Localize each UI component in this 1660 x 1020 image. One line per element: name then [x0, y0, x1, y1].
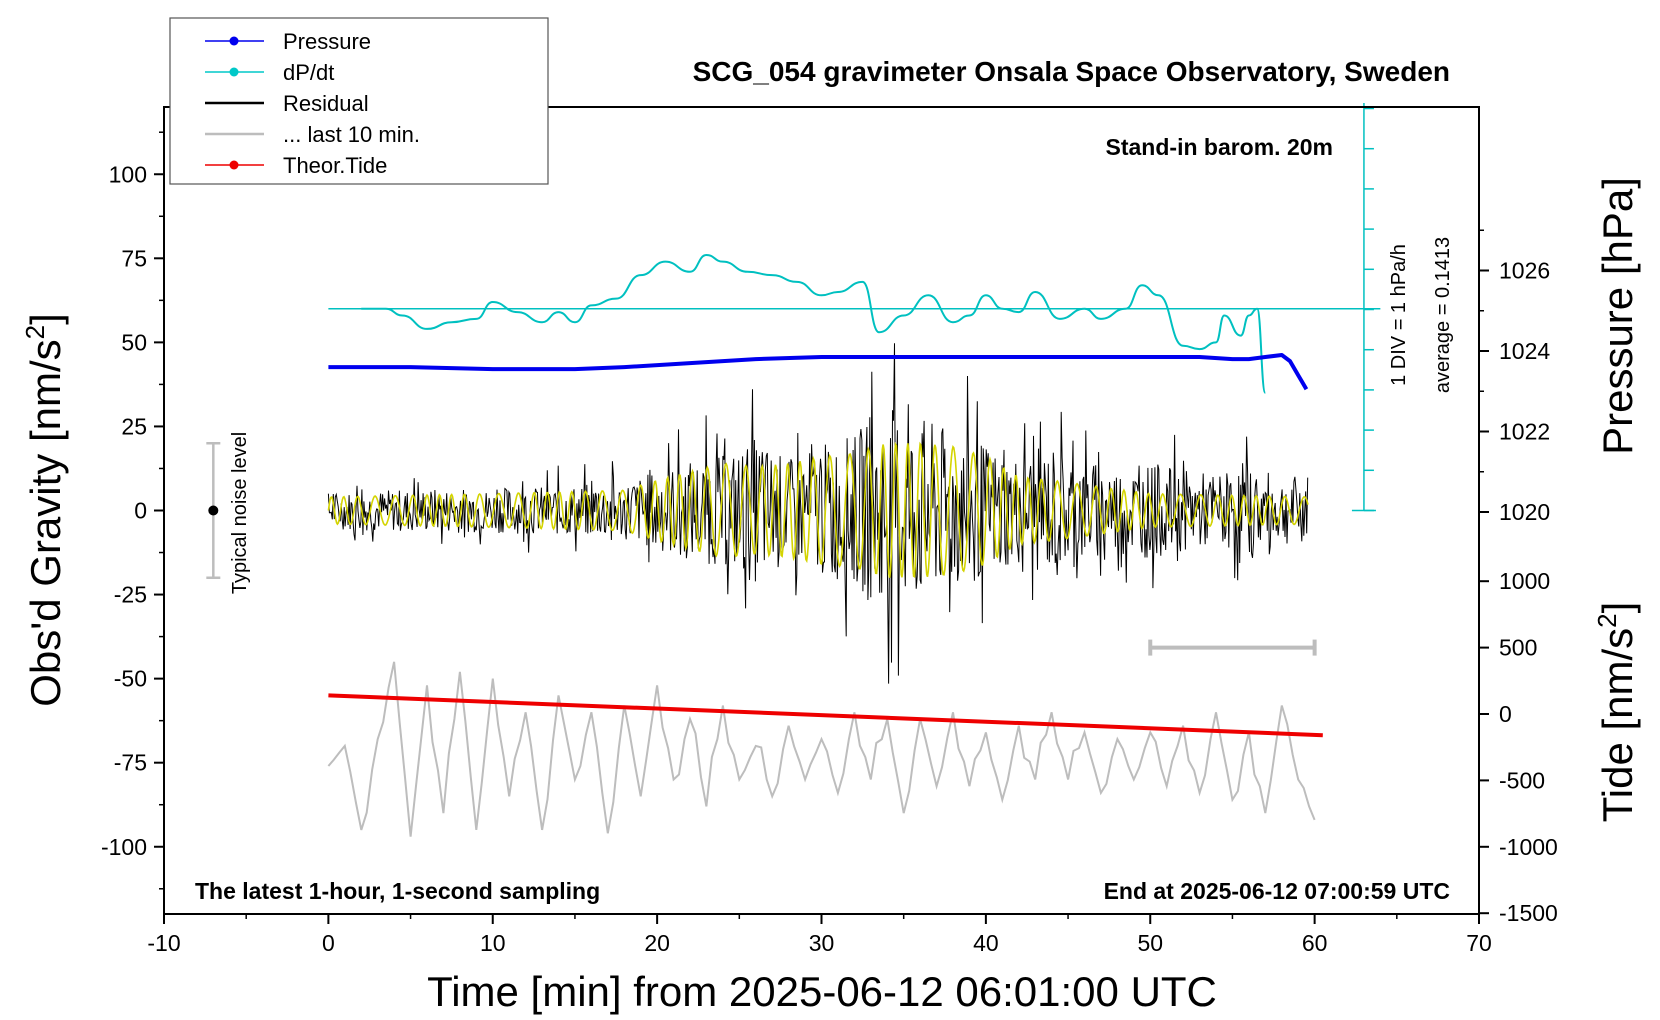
x-tick-label: 70	[1466, 930, 1492, 956]
tide-tick-label: -500	[1499, 767, 1545, 793]
series-pressure	[328, 353, 1309, 391]
legend-label: Residual	[283, 91, 369, 116]
series-theor-tide	[328, 693, 1323, 738]
y-tick-label: 75	[121, 245, 147, 271]
y-tick-label: 0	[134, 498, 147, 524]
legend-label: dP/dt	[283, 60, 334, 85]
y-tick-label: 100	[109, 161, 147, 187]
legend-box	[169, 17, 549, 185]
y-axis-label-gravity: Obs'd Gravity [nm/s2]	[20, 313, 69, 707]
legend-marker	[229, 36, 239, 46]
dpdt-average-label: average = 0.1413	[1432, 237, 1454, 393]
axes-layer: -10 0 10 20 30 40 50 60 701007550250-25-50-75-10…	[101, 131, 1558, 956]
y-axis-label-tide-text: Tide [nm/s	[1594, 628, 1641, 823]
y-axis-label-tide-end: ]	[1594, 602, 1641, 614]
tide-tick-label: -1000	[1499, 834, 1558, 860]
tide-tick-label: 1000	[1499, 568, 1550, 594]
x-tick-label: -10	[147, 930, 180, 956]
pressure-tick-label: 1020	[1499, 499, 1550, 525]
x-tick-label: 0	[322, 930, 335, 956]
x-tick-label: 10	[480, 930, 506, 956]
tide-tick-label: 0	[1499, 701, 1512, 727]
legend-label: Theor.Tide	[283, 153, 387, 178]
plot-clip-area	[327, 103, 1381, 837]
y-axis-label-tide-sup: 2	[1592, 613, 1622, 627]
y-axis-label-gravity-text: Obs'd Gravity [nm/s	[22, 339, 69, 706]
series-last-10-min	[327, 661, 1316, 837]
x-tick-label: 60	[1302, 930, 1328, 956]
y-tick-label: -75	[114, 750, 147, 776]
dpdt-div-label: 1 DIV = 1 hPa/h	[1388, 244, 1410, 386]
x-tick-label: 30	[809, 930, 835, 956]
noise-level-label: Typical noise level	[229, 432, 251, 594]
series-dpdt	[361, 253, 1267, 394]
y-axis-label-tide: Tide [nm/s2]	[1592, 602, 1641, 823]
legend: Pressure dP/dt Residual ... last 10 min. The…	[169, 17, 549, 185]
legend-label: ... last 10 min.	[283, 122, 420, 147]
latest-note: The latest 1-hour, 1-second sampling	[195, 878, 600, 904]
pressure-tick-label: 1024	[1499, 338, 1550, 364]
annotation-marks	[206, 442, 1317, 656]
tide-tick-label: 500	[1499, 635, 1537, 661]
pressure-tick-label: 1026	[1499, 258, 1550, 284]
x-tick-label: 50	[1137, 930, 1163, 956]
y-tick-label: -25	[114, 582, 147, 608]
pressure-tick-label: 1022	[1499, 419, 1550, 445]
y-tick-label: -50	[114, 666, 147, 692]
legend-marker	[229, 67, 239, 77]
y-axis-label-gravity-end: ]	[22, 313, 69, 325]
chart-title: SCG_054 gravimeter Onsala Space Observat…	[693, 56, 1450, 87]
x-tick-label: 40	[973, 930, 999, 956]
noise-bar-dot	[208, 505, 219, 516]
tide-tick-label: -1500	[1499, 900, 1558, 926]
series-layer	[327, 103, 1381, 837]
series-filtered	[327, 441, 1309, 578]
y-axis-label-gravity-sup: 2	[20, 325, 50, 339]
barometer-note: Stand-in barom. 20m	[1106, 134, 1333, 160]
legend-marker	[229, 160, 239, 170]
end-time-note: End at 2025-06-12 07:00:59 UTC	[1104, 878, 1450, 904]
y-axis-label-pressure: Pressure [hPa]	[1594, 177, 1641, 455]
x-axis-label: Time [min] from 2025-06-12 06:01:00 UTC	[427, 968, 1217, 1015]
y-tick-label: 50	[121, 329, 147, 355]
x-tick-label: 20	[644, 930, 670, 956]
legend-label: Pressure	[283, 29, 371, 54]
y-tick-label: 25	[121, 413, 147, 439]
y-tick-label: -100	[101, 834, 147, 860]
